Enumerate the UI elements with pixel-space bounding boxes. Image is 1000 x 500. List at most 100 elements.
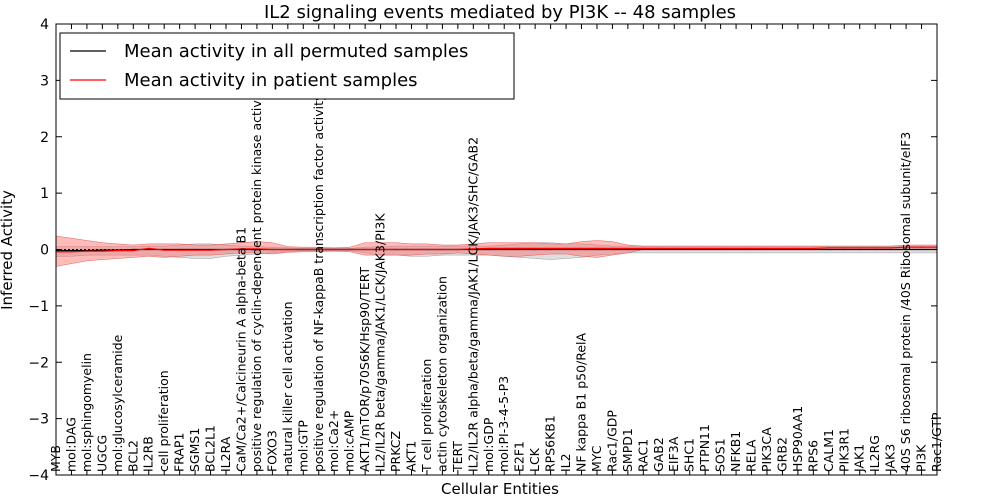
x-tick-label: FOXO3: [264, 430, 279, 472]
y-tick-label: 4: [40, 17, 49, 33]
y-tick-label: −1: [28, 299, 49, 315]
data-point: [101, 250, 103, 252]
data-point: [148, 248, 150, 251]
data-point: [410, 248, 413, 251]
data-point: [549, 247, 552, 249]
data-point: [627, 248, 629, 251]
data-point: [565, 247, 567, 249]
data-point: [920, 246, 923, 248]
x-tick-label: mol:sphingomyelin: [79, 353, 94, 472]
data-point: [596, 247, 598, 249]
data-point: [441, 248, 444, 251]
data-point: [859, 248, 861, 251]
data-point: [132, 250, 134, 252]
data-point: [750, 248, 753, 251]
x-tick-label: LCK: [527, 447, 542, 472]
x-tick-label: IL2: [558, 453, 573, 472]
y-tick-label: −2: [28, 355, 49, 371]
data-point: [766, 247, 768, 249]
x-tick-label: BCL2L1: [203, 425, 218, 472]
data-point: [874, 248, 876, 251]
x-tick-label: RPS6: [805, 440, 820, 472]
data-point: [766, 248, 768, 251]
data-point: [503, 248, 505, 251]
legend-label-patient: Mean activity in patient samples: [124, 70, 418, 91]
x-tick-label: AKT1/mTOR/p70S6K/Hsp90/TERT: [357, 266, 372, 472]
x-tick-label: PI3K: [914, 444, 929, 472]
x-tick-label: cell proliferation: [156, 370, 171, 472]
x-tick-label: RAC1: [635, 439, 650, 472]
data-point: [843, 247, 845, 249]
data-point: [117, 250, 119, 252]
data-point: [519, 247, 521, 249]
data-point: [812, 247, 814, 249]
data-point: [488, 247, 490, 249]
data-point: [905, 246, 907, 248]
data-point: [70, 250, 73, 252]
data-point: [426, 248, 428, 251]
x-tick-label: IL2RG: [867, 435, 882, 472]
data-point: [905, 248, 907, 251]
x-tick-label: CaM/Ca2+/Calcineurin A alpha-beta B1: [233, 227, 248, 472]
data-point: [843, 248, 845, 251]
x-tick-label: TERT: [450, 441, 465, 473]
data-point: [704, 247, 706, 249]
y-tick-label: 1: [40, 186, 49, 202]
data-point: [828, 247, 830, 249]
x-tick-label: mol:GDP: [481, 417, 496, 472]
data-point: [611, 248, 614, 251]
x-tick-label: T cell proliferation: [419, 359, 434, 473]
data-point: [642, 247, 644, 249]
data-point: [611, 247, 614, 249]
x-tick-label: HSP90AA1: [790, 406, 805, 472]
x-tick-label: natural killer cell activation: [280, 301, 295, 472]
data-point: [920, 248, 923, 251]
data-point: [673, 247, 675, 249]
data-point: [534, 247, 536, 249]
x-tick-label: SHC1: [682, 438, 697, 472]
legend-box: [59, 32, 515, 100]
x-tick-label: CALM1: [821, 429, 836, 472]
data-point: [890, 248, 892, 251]
data-point: [194, 249, 196, 251]
data-point: [890, 247, 892, 249]
x-tick-label: IL2RB: [141, 436, 156, 472]
data-point: [658, 247, 660, 249]
x-tick-label: E2F1: [512, 441, 527, 472]
data-point: [874, 247, 876, 249]
data-point: [364, 248, 366, 251]
data-point: [395, 248, 397, 251]
y-tick-label: 3: [40, 73, 49, 89]
data-point: [704, 248, 706, 251]
data-point: [658, 248, 660, 251]
x-tick-label: mol:Ca2+: [326, 410, 341, 472]
x-tick-label: Rac1/GDP: [604, 410, 619, 472]
chart-title: IL2 signaling events mediated by PI3K --…: [264, 2, 736, 23]
x-tick-label: AKT1: [403, 441, 418, 472]
data-point: [302, 248, 304, 251]
x-tick-label: PRKCZ: [388, 431, 403, 472]
data-point: [101, 249, 103, 251]
x-tick-label: mol:GTP: [295, 420, 310, 472]
data-point: [627, 247, 629, 249]
x-axis-label: Cellular Entities: [441, 480, 559, 498]
data-point: [689, 247, 691, 249]
x-tick-label: RELA: [744, 439, 759, 472]
data-point: [720, 247, 722, 249]
y-tick-label: −3: [28, 412, 49, 428]
data-point: [859, 247, 861, 249]
x-tick-label: MYC: [589, 445, 604, 472]
data-point: [318, 248, 320, 251]
x-tick-label: mol:PI-3-4-5-P3: [496, 376, 511, 472]
x-tick-label: SGMS1: [187, 428, 202, 472]
x-tick-label: IL2RA: [218, 436, 233, 472]
x-tick-label: GAB2: [651, 437, 666, 472]
plot-frame: [55, 23, 938, 476]
data-point: [642, 248, 644, 251]
data-point: [179, 249, 181, 251]
x-tick-label: NF kappa B1 p50/RelA: [574, 332, 589, 472]
data-point: [720, 248, 722, 251]
data-point: [689, 248, 691, 251]
x-tick-label: positive regulation of cyclin-dependent …: [249, 84, 264, 472]
x-tick-label: NFKB1: [728, 431, 743, 472]
